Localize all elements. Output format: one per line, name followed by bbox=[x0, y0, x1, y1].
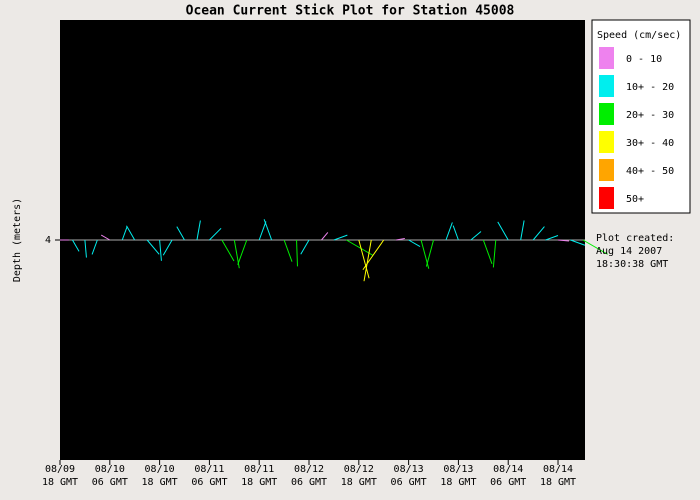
stick bbox=[520, 220, 525, 241]
stick bbox=[492, 239, 497, 268]
stick bbox=[100, 234, 111, 241]
stick bbox=[425, 239, 435, 267]
stick bbox=[126, 225, 136, 241]
stick bbox=[91, 239, 98, 255]
stick bbox=[72, 239, 80, 252]
stick bbox=[333, 234, 348, 241]
stick bbox=[582, 239, 608, 255]
stick bbox=[84, 239, 87, 258]
stick bbox=[557, 239, 570, 242]
stick bbox=[162, 239, 173, 256]
annotation: 18:30:38 GMT bbox=[596, 259, 668, 270]
x-tick-label: 08/10 06 GMT bbox=[91, 464, 128, 488]
stick bbox=[396, 237, 405, 241]
stick bbox=[221, 239, 235, 262]
x-tick-label: 08/13 06 GMT bbox=[390, 464, 427, 488]
x-tick-label: 08/13 18 GMT bbox=[440, 464, 477, 488]
y-tick-label: 4 bbox=[45, 235, 51, 246]
x-tick-label: 08/11 18 GMT bbox=[241, 464, 278, 488]
chart-title: Ocean Current Stick Plot for Station 450… bbox=[186, 4, 515, 19]
legend-title: Speed (cm/sec) bbox=[597, 30, 681, 41]
stick bbox=[196, 220, 201, 241]
stick bbox=[300, 239, 310, 255]
legend-swatch bbox=[599, 75, 614, 97]
stick bbox=[263, 219, 273, 241]
legend-label: 30+ - 40 bbox=[626, 138, 674, 149]
stick bbox=[283, 239, 293, 262]
legend-label: 20+ - 30 bbox=[626, 110, 674, 121]
x-tick-label: 08/10 18 GMT bbox=[141, 464, 178, 488]
stick bbox=[452, 225, 459, 241]
annotation: Aug 14 2007 bbox=[596, 246, 662, 257]
stick bbox=[408, 239, 421, 248]
legend-label: 40+ - 50 bbox=[626, 166, 674, 177]
legend-label: 10+ - 20 bbox=[626, 82, 674, 93]
x-tick-label: 08/11 06 GMT bbox=[191, 464, 228, 488]
stick bbox=[445, 222, 453, 241]
stick bbox=[258, 221, 267, 241]
stick bbox=[159, 239, 162, 261]
stick bbox=[362, 239, 385, 271]
legend-label: 50+ bbox=[626, 194, 644, 205]
stick bbox=[532, 226, 545, 241]
x-tick-label: 08/14 06 GMT bbox=[490, 464, 527, 488]
stick bbox=[358, 239, 370, 279]
legend-swatch bbox=[599, 131, 614, 153]
x-tick-label: 08/09 18 GMT bbox=[41, 464, 79, 488]
stick bbox=[176, 226, 185, 241]
stick bbox=[470, 231, 482, 241]
stick bbox=[570, 239, 586, 246]
stick bbox=[482, 239, 493, 264]
stick bbox=[146, 239, 160, 255]
x-tick-label: 08/12 18 GMT bbox=[340, 464, 377, 488]
x-tick-label: 08/14 18 GMT bbox=[539, 464, 577, 488]
legend-label: 0 - 10 bbox=[626, 54, 662, 65]
legend-swatch bbox=[599, 159, 614, 181]
legend-swatch bbox=[599, 187, 614, 209]
legend-swatch bbox=[599, 47, 614, 69]
legend-swatch bbox=[599, 103, 614, 125]
stick bbox=[237, 239, 248, 265]
stick bbox=[296, 239, 298, 267]
stick bbox=[321, 232, 329, 241]
stick bbox=[121, 226, 128, 241]
x-tick-label: 08/12 06 GMT bbox=[290, 464, 328, 488]
annotation: Plot created: bbox=[596, 233, 674, 244]
stick bbox=[363, 239, 372, 282]
stick bbox=[209, 227, 222, 241]
y-axis-label: Depth (meters) bbox=[12, 198, 23, 282]
stick bbox=[545, 235, 559, 241]
stick bbox=[497, 221, 509, 241]
